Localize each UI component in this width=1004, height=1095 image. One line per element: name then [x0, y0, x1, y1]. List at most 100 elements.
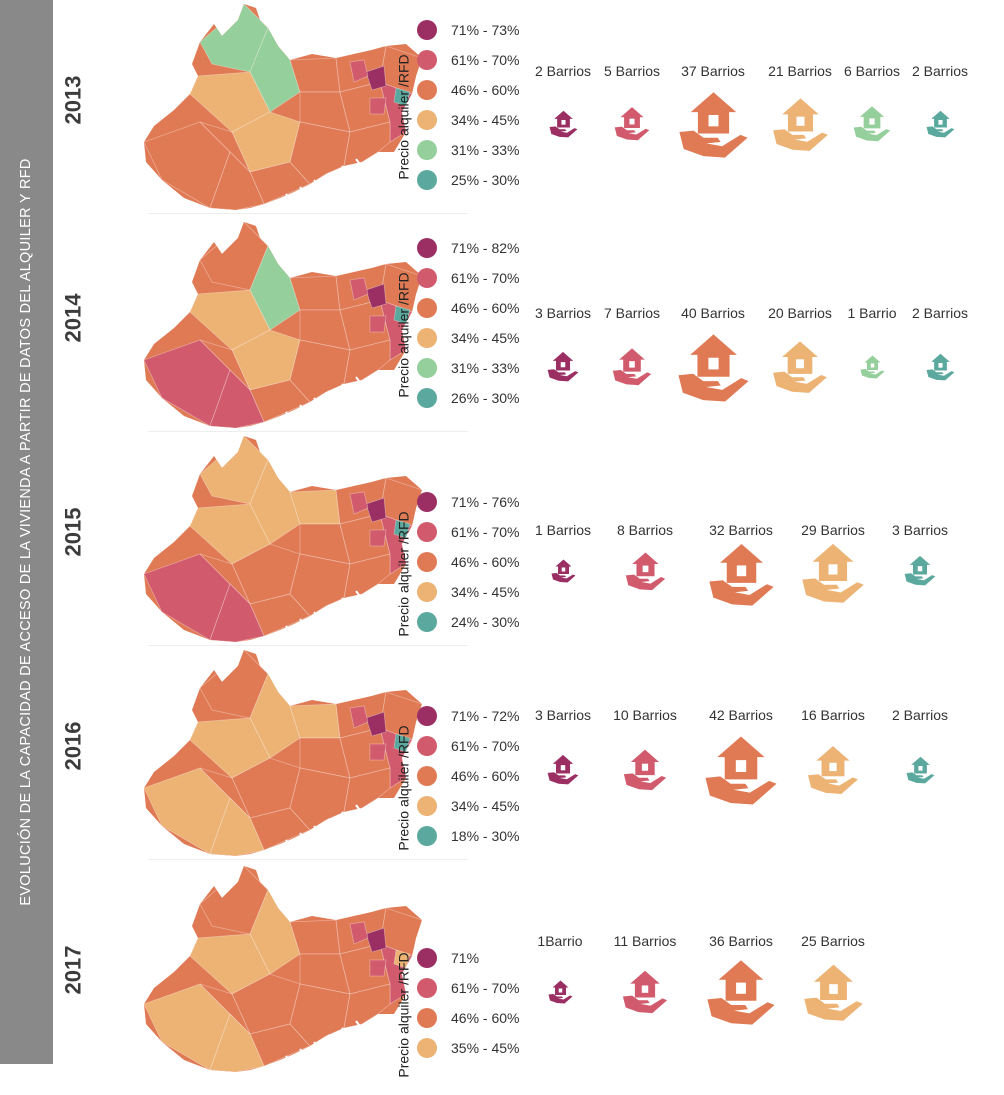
port-dock: [327, 1034, 335, 1044]
barrio-count-group: 8 Barrios: [595, 522, 695, 591]
side-title-bar: EVOLUCIÓN DE LA CAPACIDAD DE ACCESO DE L…: [0, 0, 53, 1064]
house-in-hand-icon: [548, 980, 572, 1003]
house-in-hand-icon: [677, 333, 749, 402]
legend-label: 71% - 76%: [451, 494, 520, 510]
neighbourhood-area: [343, 121, 391, 167]
barrio-count-group: 2 Barrios: [513, 63, 613, 138]
neighbourhood-area: [349, 705, 369, 729]
neighbourhood-area: [343, 339, 391, 385]
legend-item: 25% - 30%: [417, 168, 519, 192]
year-row-2014: 2014 Precio alquiler /RFD 71% - 82% 61% - 7…: [53, 218, 1004, 432]
barrio-count-label: 1 Barrios: [534, 522, 592, 538]
legend-label: 34% - 45%: [451, 112, 520, 128]
legend-item: 24% - 30%: [417, 610, 519, 634]
legend-item: 35% - 45%: [417, 1036, 519, 1060]
barrio-icon-wrap: [595, 747, 695, 791]
barrio-count-label: 40 Barrios: [681, 305, 745, 321]
barrio-count-label: 42 Barrios: [709, 707, 773, 723]
barrio-icon-wrap: [691, 540, 791, 607]
barrio-count-group: 7 Barrios: [582, 305, 682, 386]
neighbourhood-area: [343, 983, 391, 1029]
house-in-hand-icon: [906, 756, 934, 783]
legend-axis-label: Precio alquiler /RFD: [393, 708, 415, 868]
legend-swatch: [417, 110, 437, 130]
year-text: 2013: [60, 75, 86, 125]
year-row-2017: 2017 Precio alquiler /RFD 71% 61% - 70% 46% …: [53, 862, 1004, 1078]
legend-label: 71% - 73%: [451, 22, 520, 38]
house-in-hand-icon: [773, 341, 827, 393]
legend-swatch: [417, 1038, 437, 1058]
legend-swatch: [417, 328, 437, 348]
port-dock: [355, 1020, 363, 1030]
barrio-count-group: 3 Barrios: [513, 305, 613, 382]
house-in-hand-icon: [612, 348, 652, 386]
year-label: 2017: [56, 870, 90, 1070]
legend-axis-label: Precio alquiler /RFD: [393, 37, 415, 197]
barrio-count-group: 42 Barrios: [691, 707, 791, 806]
port-dock: [341, 597, 349, 607]
legend-swatch: [417, 238, 437, 258]
house-in-hand-icon: [802, 543, 864, 603]
barrio-icon-wrap: [513, 109, 613, 138]
barrio-icon-wrap: [890, 109, 990, 138]
barrio-count-group: 2 Barrios: [890, 63, 990, 138]
legend-item: 61% - 70%: [417, 266, 519, 290]
year-label: 2015: [56, 432, 90, 632]
port-dock: [327, 390, 335, 400]
barrio-count-group: 10 Barrios: [595, 707, 695, 791]
neighbourhood-area: [369, 743, 387, 761]
legend-swatch: [417, 492, 437, 512]
legend-swatch: [417, 170, 437, 190]
port-dock: [299, 1048, 307, 1058]
barrio-count-group: 11 Barrios: [595, 933, 695, 1014]
legend-item: 34% - 45%: [417, 794, 519, 818]
barrio-count-group: 40 Barrios: [663, 305, 763, 403]
house-in-hand-icon: [547, 754, 579, 785]
house-in-hand-icon: [623, 749, 667, 791]
barrio-count-group: 2 Barrios: [890, 305, 990, 381]
port-dock: [355, 804, 363, 814]
legend-item: 31% - 33%: [417, 356, 519, 380]
house-in-hand-icon: [551, 559, 575, 582]
barrio-count-label: 1 Barrio: [847, 305, 897, 321]
barrio-count-group: 21 Barrios: [750, 63, 850, 152]
port-dock: [313, 397, 321, 407]
barrio-icon-wrap: [870, 554, 970, 586]
house-in-hand-icon: [614, 107, 650, 141]
port-dock: [285, 839, 293, 849]
legend-axis-label: Precio alquiler /RFD: [393, 935, 415, 1095]
legend-swatch: [417, 80, 437, 100]
barrio-count-label: 21 Barrios: [768, 63, 832, 79]
port-dock: [341, 1027, 349, 1037]
barrio-count-label: 2 Barrios: [891, 707, 949, 723]
legend-item: 46% - 60%: [417, 296, 519, 320]
legend-label: 61% - 70%: [451, 270, 520, 286]
legend-swatch: [417, 522, 437, 542]
barrio-icon-wrap: [750, 338, 850, 394]
port-dock: [355, 158, 363, 168]
legend-item: 71% - 73%: [417, 18, 519, 42]
legend-label: 61% - 70%: [451, 52, 520, 68]
barrio-count-group: 20 Barrios: [750, 305, 850, 394]
barrio-count-group: 3 Barrios: [870, 522, 970, 586]
neighbourhood-area: [365, 927, 387, 953]
legend-swatch: [417, 50, 437, 70]
neighbourhood-area: [343, 553, 391, 599]
house-in-hand-icon: [860, 355, 884, 378]
legend-swatch: [417, 582, 437, 602]
legend-label: 71%: [451, 950, 480, 966]
legend-label: 18% - 30%: [451, 828, 520, 844]
legend-item: 61% - 70%: [417, 48, 519, 72]
neighbourhood-area: [365, 711, 387, 737]
legend-label: 34% - 45%: [451, 584, 520, 600]
side-title: EVOLUCIÓN DE LA CAPACIDAD DE ACCESO DE L…: [18, 158, 34, 906]
barrio-count-group: 1 Barrios: [513, 522, 613, 583]
barrio-icon-wrap: [783, 743, 883, 795]
port-dock: [313, 825, 321, 835]
house-in-hand-icon: [625, 551, 665, 590]
barrio-icon-wrap: [750, 95, 850, 152]
port-dock: [327, 604, 335, 614]
legend-item: 71% - 76%: [417, 490, 519, 514]
legend-item: 71% - 82%: [417, 236, 519, 260]
year-text: 2016: [60, 721, 86, 771]
